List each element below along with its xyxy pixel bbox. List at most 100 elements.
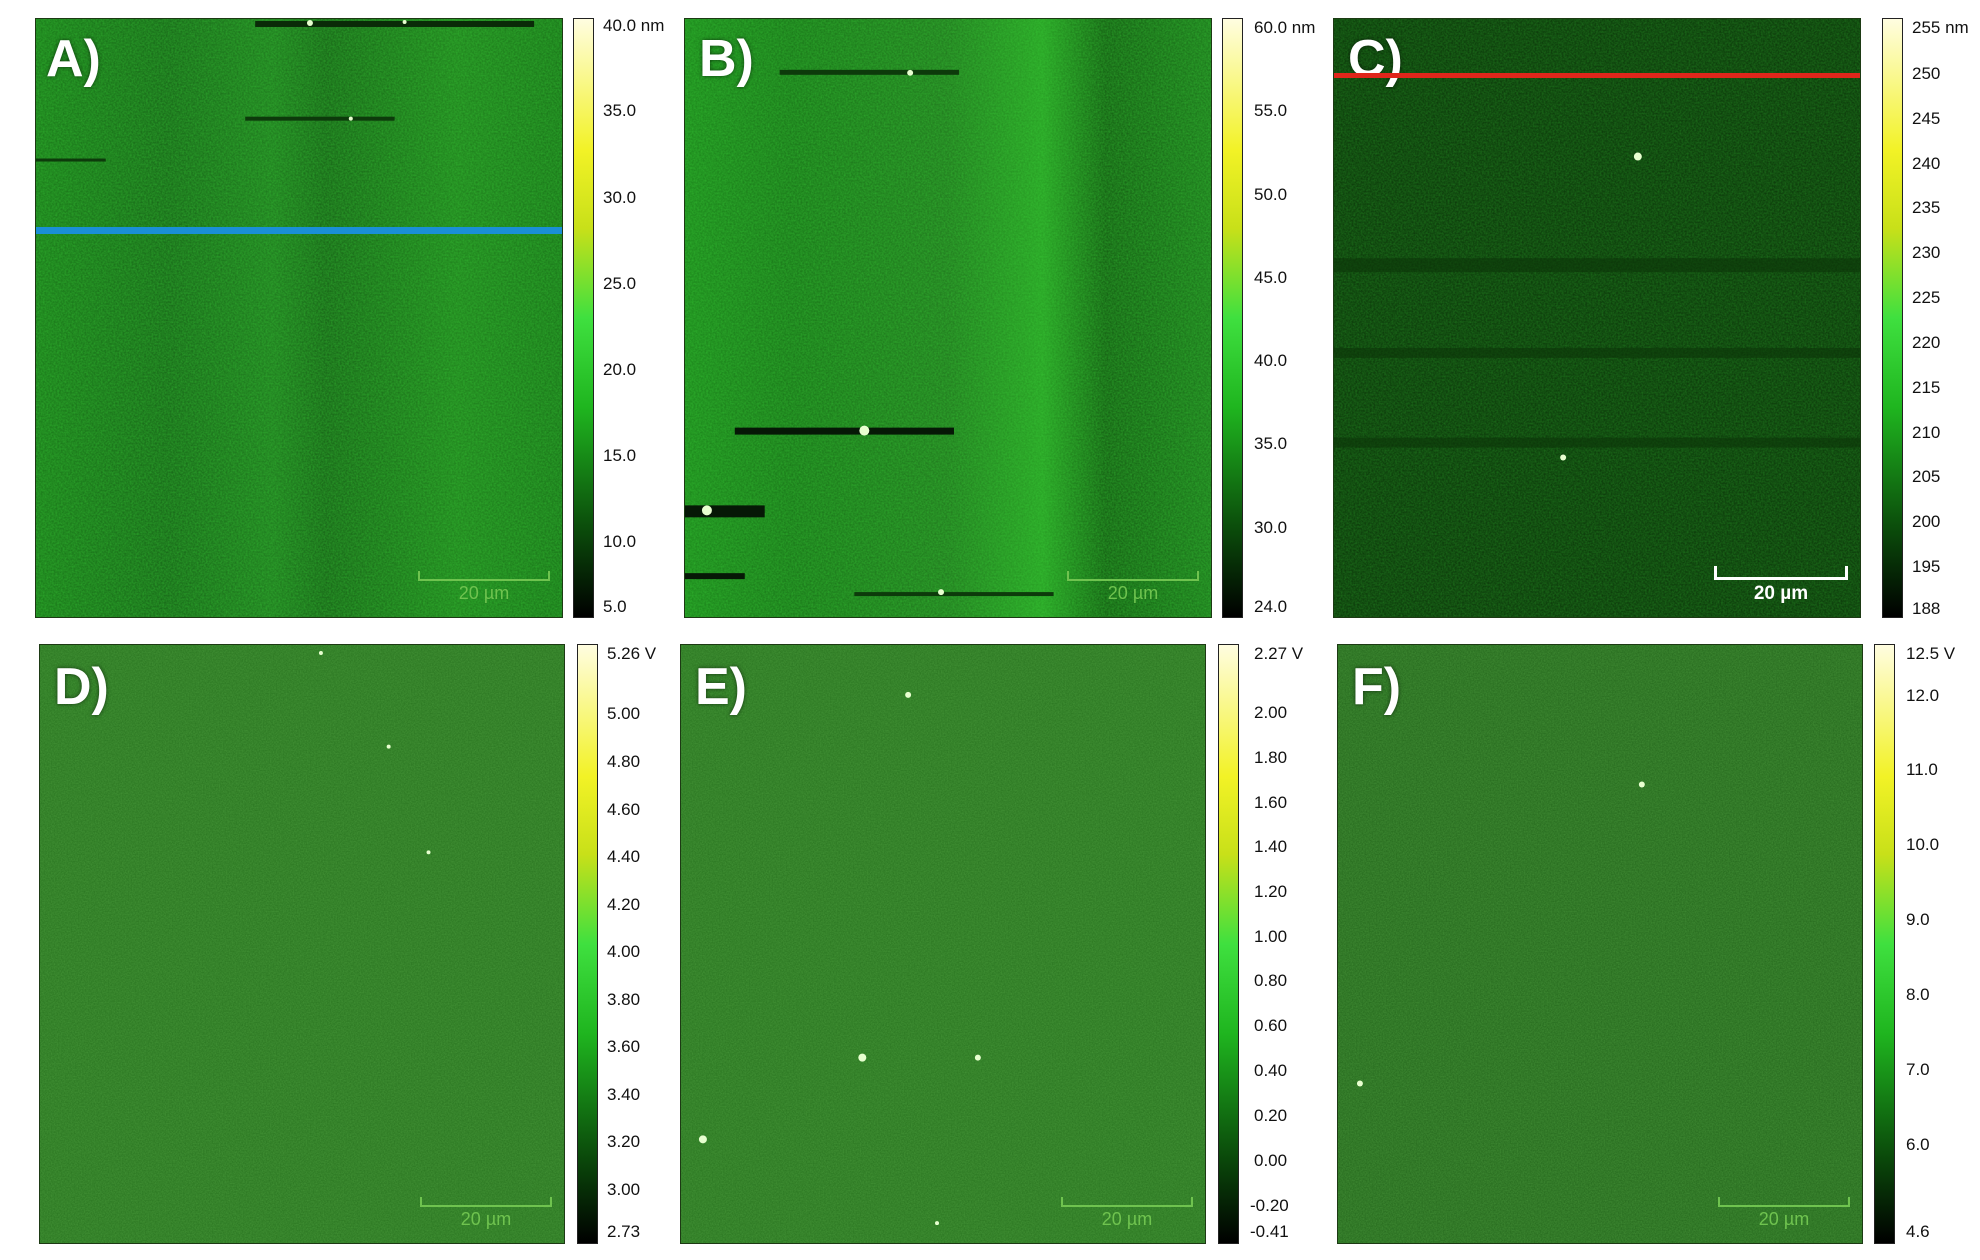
colorbar-tick: 235 xyxy=(1912,198,1941,217)
colorbar-tick: 3.60 xyxy=(607,1037,641,1056)
afm-surface-b xyxy=(685,19,1211,617)
colorbar-tick: 0.80 xyxy=(1254,971,1288,990)
afm-topography-image-b: B) 20 µm xyxy=(684,18,1212,618)
colorbar-tick: 4.40 xyxy=(607,847,641,866)
colorbar-tick: 20.0 xyxy=(603,360,637,379)
afm-surface-c xyxy=(1334,19,1860,617)
colorbar-tick: 255 nm xyxy=(1912,18,1969,37)
colorbar-tick: 11.0 xyxy=(1906,760,1938,779)
colorbar-tick: 12.5 V xyxy=(1906,644,1956,663)
scale-bar-label-b: 20 µm xyxy=(1107,583,1159,603)
colorbar-tick: 5.26 V xyxy=(607,644,657,663)
afm-topography-image-a: A) 20 µm xyxy=(35,18,563,618)
colorbar-tick: 45.0 xyxy=(1254,268,1288,287)
colorbar-tick: 3.00 xyxy=(607,1180,641,1199)
colorbar-tick: 210 xyxy=(1912,423,1941,442)
scale-bar-e xyxy=(1061,1197,1193,1207)
colorbar-tick: 10.0 xyxy=(1906,835,1940,854)
scale-bar-label-f: 20 µm xyxy=(1758,1209,1810,1229)
colorbar-tick: 4.80 xyxy=(607,752,641,771)
panel-label-b: B) xyxy=(699,30,754,88)
colorbar-tick: 0.60 xyxy=(1254,1016,1288,1035)
colorbar-tick: 1.00 xyxy=(1254,927,1288,946)
colorbar-tick: 4.00 xyxy=(607,942,641,961)
colorbar-tick: 3.20 xyxy=(607,1132,641,1151)
scale-bar-label-c: 20 µm xyxy=(1753,583,1809,604)
scale-bar-b xyxy=(1067,571,1199,581)
panel-label-e: E) xyxy=(695,658,747,716)
colorbar-tick: 35.0 xyxy=(603,101,637,120)
colorbar-tick: 12.0 xyxy=(1906,686,1940,705)
colorbar-tick: 1.80 xyxy=(1254,748,1288,767)
colorbar-f xyxy=(1874,644,1895,1244)
colorbar-tick: 1.20 xyxy=(1254,882,1288,901)
colorbar-tick: 9.0 xyxy=(1906,910,1930,929)
colorbar-tick: 15.0 xyxy=(603,446,637,465)
colorbar-tick: 60.0 nm xyxy=(1254,18,1316,37)
colorbar-tick: 250 xyxy=(1912,64,1941,83)
colorbar-tick: 205 xyxy=(1912,467,1941,486)
panel-label-d: D) xyxy=(54,658,109,716)
colorbar-tick: 30.0 xyxy=(603,188,637,207)
colorbar-tick: 4.6 xyxy=(1906,1222,1930,1241)
scale-bar-label-a: 20 µm xyxy=(458,583,510,603)
colorbar-tick: 24.0 xyxy=(1254,597,1288,616)
colorbar-a xyxy=(573,18,594,618)
kpfm-surface-f xyxy=(1338,645,1862,1243)
panel-label-a: A) xyxy=(46,30,101,88)
panel-label-c: C) xyxy=(1348,30,1403,88)
colorbar-tick: 8.0 xyxy=(1906,985,1930,1004)
colorbar-tick: 220 xyxy=(1912,333,1941,352)
scale-bar-c xyxy=(1714,566,1848,580)
colorbar-tick: 3.40 xyxy=(607,1085,641,1104)
colorbar-tick: 0.20 xyxy=(1254,1106,1288,1125)
kpfm-surface-e xyxy=(681,645,1205,1243)
colorbar-tick: 188 xyxy=(1912,599,1941,618)
colorbar-tick: 50.0 xyxy=(1254,185,1288,204)
colorbar-tick: 35.0 xyxy=(1254,434,1288,453)
colorbar-tick: 25.0 xyxy=(603,274,637,293)
colorbar-tick: 40.0 xyxy=(1254,351,1288,370)
colorbar-tick: 225 xyxy=(1912,288,1941,307)
kpfm-potential-image-d: D) 20 µm xyxy=(39,644,565,1244)
afm-surface-a xyxy=(36,19,562,617)
kpfm-surface-d xyxy=(40,645,564,1243)
colorbar-e xyxy=(1218,644,1239,1244)
colorbar-tick: 3.80 xyxy=(607,990,641,1009)
colorbar-tick: 4.20 xyxy=(607,895,641,914)
colorbar-tick: 215 xyxy=(1912,378,1941,397)
colorbar-tick: 200 xyxy=(1912,512,1941,531)
colorbar-d xyxy=(577,644,598,1244)
scale-bar-label-e: 20 µm xyxy=(1101,1209,1153,1229)
colorbar-tick: 2.73 xyxy=(607,1222,641,1241)
colorbar-tick: 1.60 xyxy=(1254,793,1288,812)
colorbar-c xyxy=(1882,18,1903,618)
colorbar-tick: 5.00 xyxy=(607,704,641,723)
colorbar-tick: 6.0 xyxy=(1906,1135,1930,1154)
colorbar-b xyxy=(1222,18,1243,618)
colorbar-tick: -0.20 xyxy=(1250,1196,1289,1215)
colorbar-tick: 2.27 V xyxy=(1254,644,1304,663)
colorbar-tick: 1.40 xyxy=(1254,837,1288,856)
colorbar-tick: 230 xyxy=(1912,243,1941,262)
scale-bar-label-d: 20 µm xyxy=(460,1209,512,1229)
colorbar-tick: 40.0 nm xyxy=(603,16,665,35)
kpfm-potential-image-f: F) 20 µm xyxy=(1337,644,1863,1244)
profile-line-a xyxy=(36,227,562,234)
colorbar-tick: 2.00 xyxy=(1254,703,1288,722)
colorbar-tick: 30.0 xyxy=(1254,518,1288,537)
colorbar-tick: 0.40 xyxy=(1254,1061,1288,1080)
colorbar-tick: 55.0 xyxy=(1254,101,1288,120)
afm-topography-image-c: C) 20 µm xyxy=(1333,18,1861,618)
colorbar-tick: 7.0 xyxy=(1906,1060,1930,1079)
kpfm-potential-image-e: E) 20 µm xyxy=(680,644,1206,1244)
colorbar-tick: 240 xyxy=(1912,154,1941,173)
colorbar-tick: 245 xyxy=(1912,109,1941,128)
colorbar-tick: 10.0 xyxy=(603,532,637,551)
scale-bar-a xyxy=(418,571,550,581)
colorbar-tick: -0.41 xyxy=(1250,1222,1289,1241)
scale-bar-d xyxy=(420,1197,552,1207)
colorbar-tick: 0.00 xyxy=(1254,1151,1288,1170)
colorbar-tick: 4.60 xyxy=(607,800,641,819)
scale-bar-f xyxy=(1718,1197,1850,1207)
